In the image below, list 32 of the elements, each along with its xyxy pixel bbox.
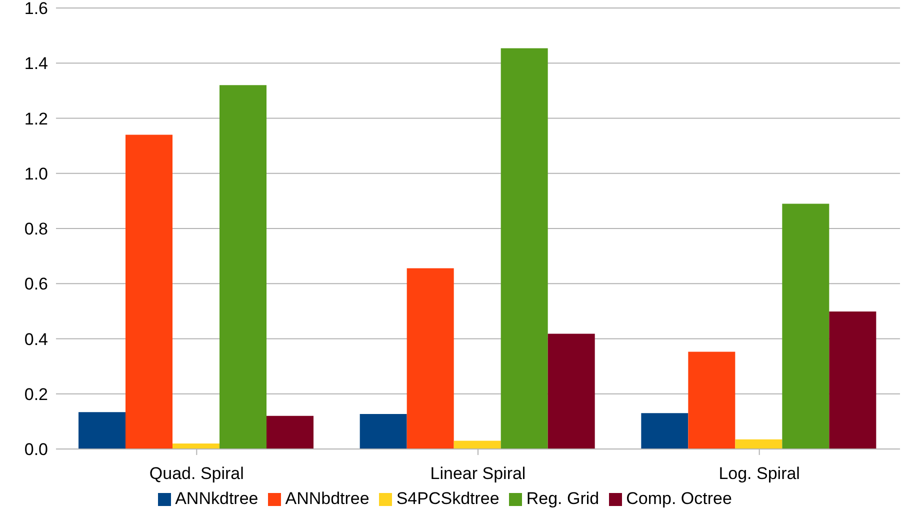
bar bbox=[641, 413, 688, 449]
bar bbox=[735, 439, 782, 449]
legend-label: Comp. Octree bbox=[626, 489, 732, 508]
x-tick-label: Quad. Spiral bbox=[149, 464, 244, 484]
y-tick-label: 0.8 bbox=[24, 220, 48, 239]
bar bbox=[454, 440, 501, 449]
bar bbox=[829, 311, 876, 449]
y-tick-label: 0.2 bbox=[24, 384, 48, 404]
legend-label: ANNbdtree bbox=[285, 489, 370, 508]
y-tick-label: 1.0 bbox=[24, 164, 48, 184]
bar bbox=[406, 268, 454, 449]
bar bbox=[548, 334, 595, 449]
bar bbox=[500, 48, 548, 449]
bar bbox=[688, 352, 736, 449]
x-tick-label: Log. Spiral bbox=[718, 464, 800, 484]
bar bbox=[220, 85, 267, 449]
y-tick-label: 1.6 bbox=[24, 0, 48, 18]
bar bbox=[266, 416, 314, 449]
y-tick-label: 0.6 bbox=[24, 274, 48, 294]
legend-label: ANNkdtree bbox=[175, 489, 258, 508]
y-tick-label: 0.0 bbox=[24, 440, 48, 460]
legend-label: Reg. Grid bbox=[526, 489, 600, 508]
bar bbox=[782, 204, 830, 449]
y-tick-label: 0.4 bbox=[24, 330, 48, 349]
bar bbox=[78, 412, 126, 449]
y-tick-label: 1.2 bbox=[24, 109, 48, 128]
y-tick-label: 1.4 bbox=[24, 54, 48, 74]
bar bbox=[172, 443, 220, 449]
bar bbox=[126, 134, 173, 449]
legend-label: S4PCSkdtree bbox=[396, 489, 500, 508]
x-tick-label: Linear Spiral bbox=[430, 464, 526, 484]
bar bbox=[360, 414, 407, 449]
